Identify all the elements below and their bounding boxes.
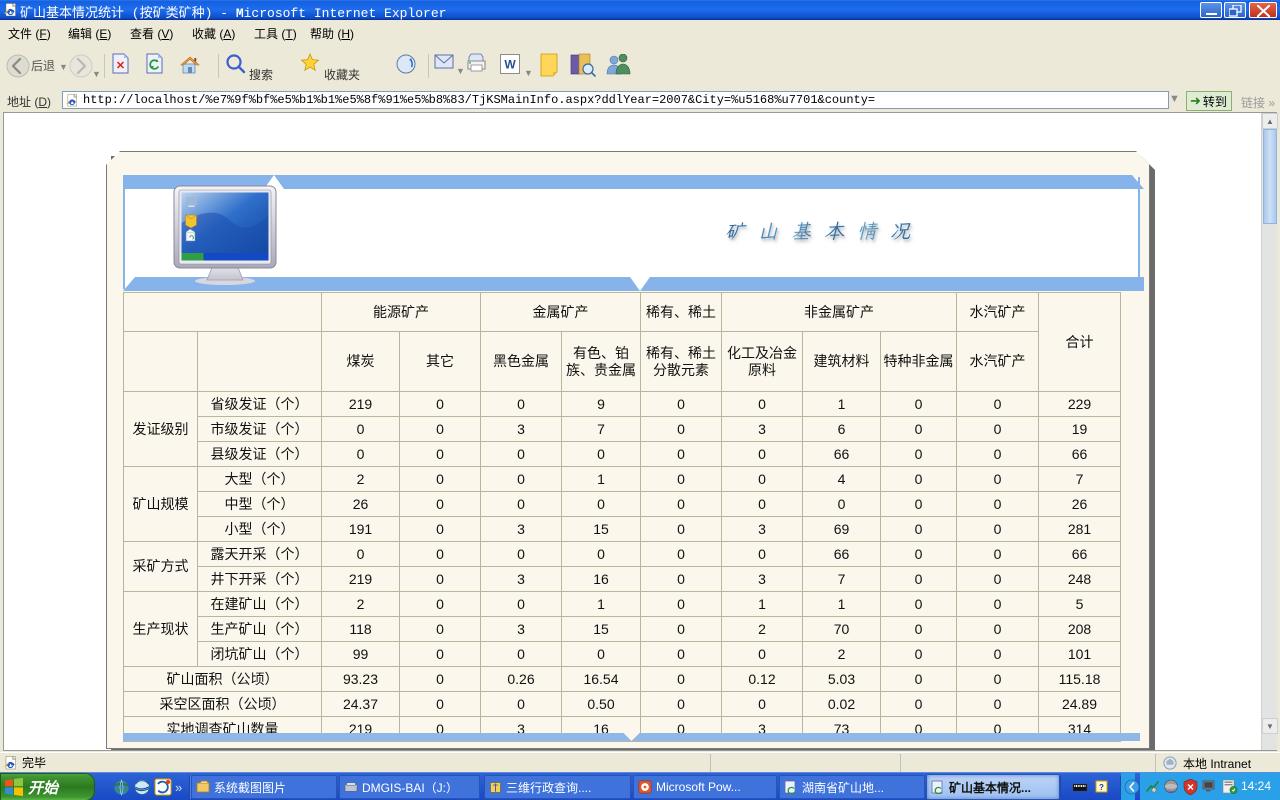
- svg-text:W: W: [504, 58, 516, 72]
- svg-text:?: ?: [1099, 783, 1104, 792]
- svg-text:✕: ✕: [116, 60, 125, 72]
